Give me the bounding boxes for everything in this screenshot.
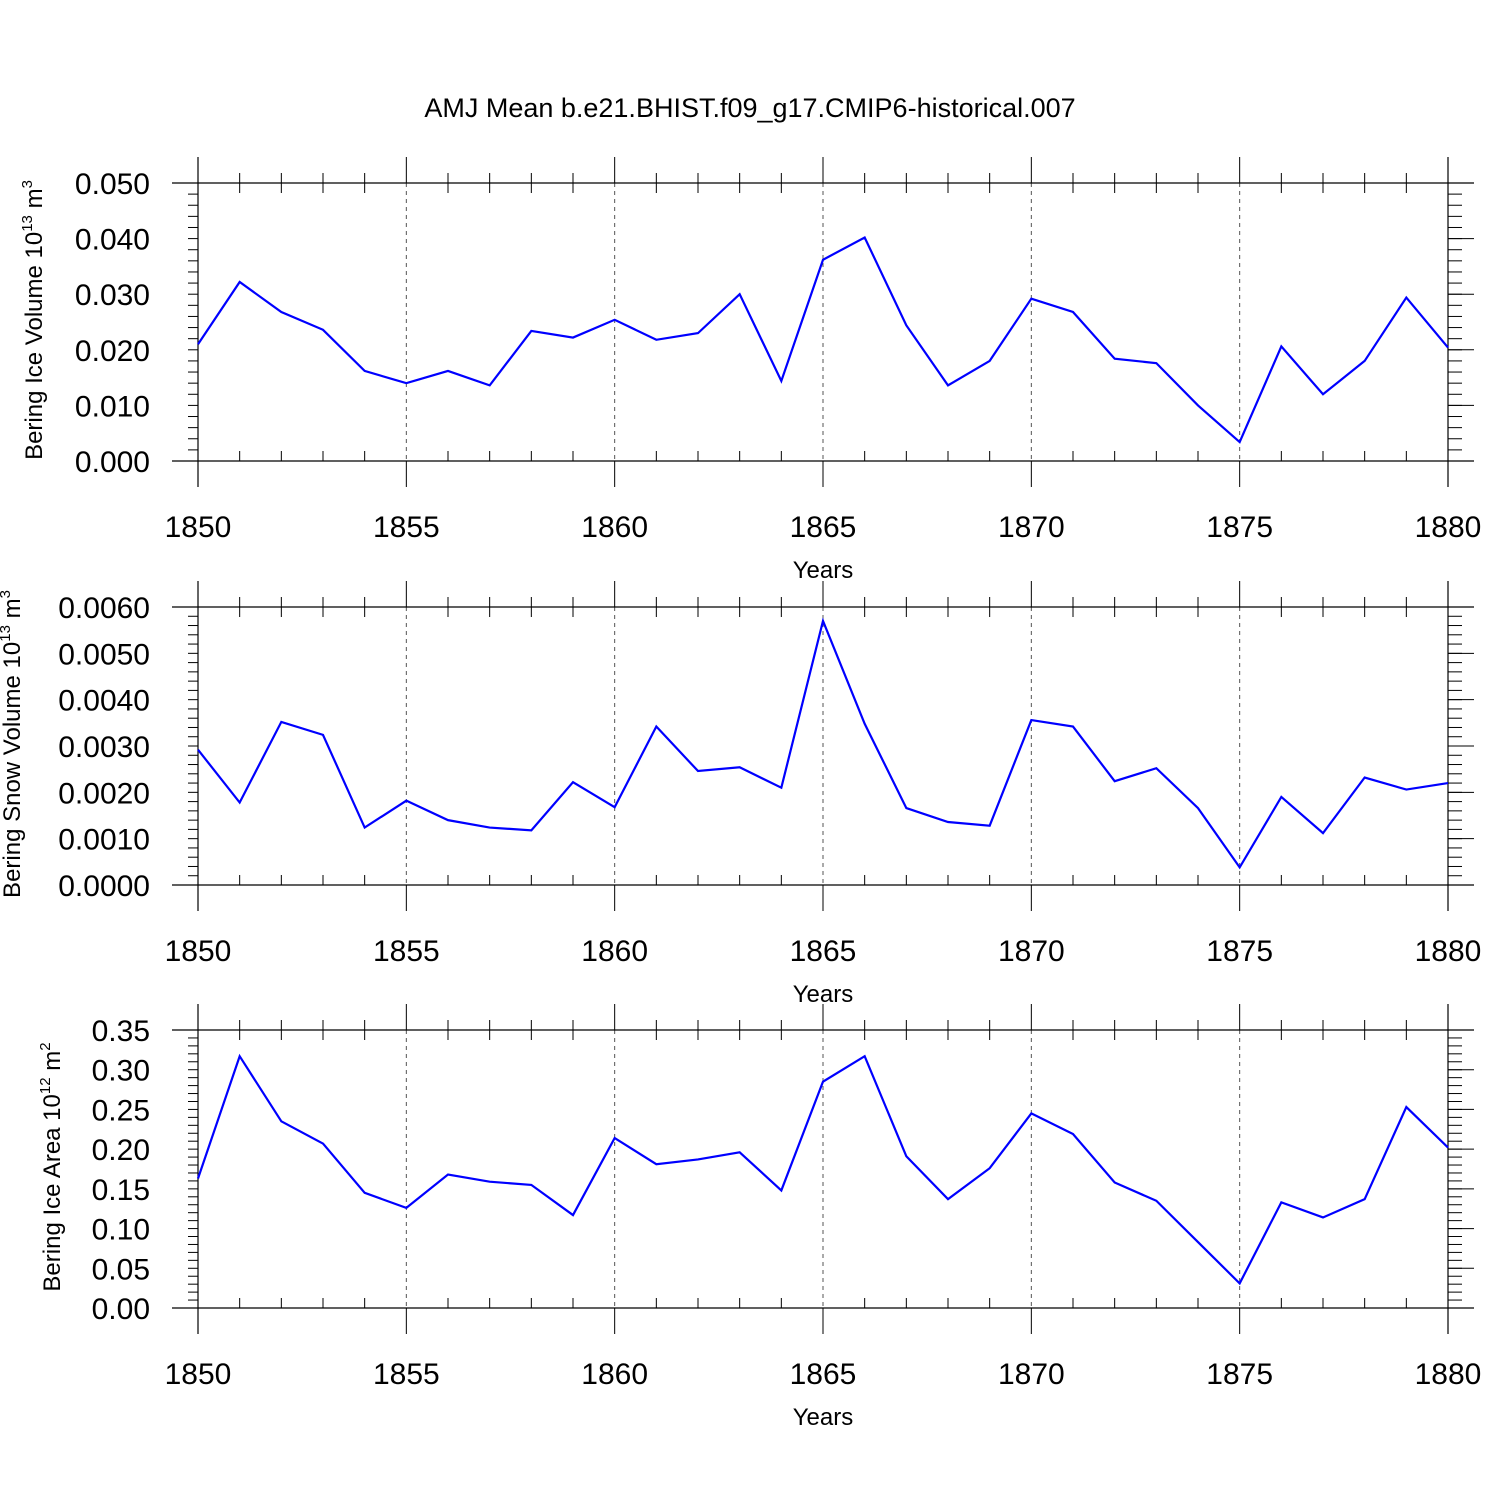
- y-axis-title: Bering Ice Area 1012 m2: [37, 1042, 66, 1291]
- x-tick-label: 1850: [165, 1358, 232, 1391]
- x-tick-label: 1860: [581, 935, 648, 968]
- x-tick-label: 1865: [790, 935, 857, 968]
- y-tick-label: 0.0010: [58, 824, 150, 857]
- x-tick-label: 1865: [790, 511, 857, 544]
- x-tick-label: 1860: [581, 1358, 648, 1391]
- y-axis-title-superscript: 13: [19, 215, 36, 232]
- x-tick-label: 1850: [165, 511, 232, 544]
- chart-panel-1: 0.000 0.010 0.020 0.030 0.040 0.050 1850 1855 18…: [19, 157, 1481, 584]
- y-tick-label: 0.0060: [58, 592, 150, 625]
- y-axis-title-superscript: 2: [37, 1042, 54, 1050]
- chart-panel-2: 0.0000 0.0010 0.0020 0.0030 0.0040 0.0050 0.00…: [0, 581, 1481, 1008]
- figure-title: AMJ Mean b.e21.BHIST.f09_g17.CMIP6-histo…: [424, 93, 1075, 123]
- chart-panels: 0.000 0.010 0.020 0.030 0.040 0.050 1850 1855 18…: [0, 157, 1481, 1431]
- x-tick-label: 1870: [998, 1358, 1065, 1391]
- y-tick-label: 0.00: [92, 1293, 150, 1326]
- y-axis-title-text: m: [21, 188, 48, 215]
- x-tick-label: 1880: [1415, 511, 1482, 544]
- y-axis-title-superscript: 3: [0, 590, 14, 598]
- x-tick-label: 1880: [1415, 1358, 1482, 1391]
- x-tick-label: 1870: [998, 511, 1065, 544]
- series-line-bering-ice-area: [196, 1053, 1449, 1286]
- series-line-bering-snow-volume: [197, 617, 1449, 870]
- y-axis-title-superscript: 13: [0, 625, 14, 642]
- y-tick-label: 0.020: [75, 335, 150, 368]
- y-tick-label: 0.10: [92, 1214, 150, 1247]
- y-axis-title-superscript: 12: [37, 1077, 54, 1094]
- x-axis-title: Years: [793, 1404, 854, 1431]
- y-tick-label: 0.05: [92, 1253, 150, 1286]
- chart-panel-3: 0.00 0.05 0.10 0.15 0.20 0.25 0.30 0.35 1850 1855…: [37, 1004, 1481, 1431]
- y-axis-title-text: Bering Snow Volume 10: [0, 642, 26, 898]
- y-tick-label: 0.25: [92, 1094, 150, 1127]
- x-tick-label: 1855: [373, 935, 440, 968]
- x-tick-label: 1875: [1206, 935, 1273, 968]
- y-tick-label: 0.20: [92, 1134, 150, 1167]
- y-tick-label: 0.0050: [58, 638, 150, 671]
- y-tick-label: 0.000: [75, 446, 150, 479]
- x-tick-label: 1850: [165, 935, 232, 968]
- x-tick-label: 1875: [1206, 1358, 1273, 1391]
- y-axis-title-text: m: [39, 1051, 66, 1078]
- x-tick-label: 1855: [373, 1358, 440, 1391]
- x-axis-title: Years: [793, 981, 854, 1008]
- x-axis-title: Years: [793, 557, 854, 584]
- x-tick-label: 1860: [581, 511, 648, 544]
- series-line-bering-ice-volume: [197, 235, 1449, 444]
- x-tick-label: 1870: [998, 935, 1065, 968]
- y-tick-label: 0.050: [75, 168, 150, 201]
- y-tick-label: 0.15: [92, 1174, 150, 1207]
- y-tick-label: 0.0000: [58, 870, 150, 903]
- y-axis-title-superscript: 3: [19, 180, 36, 188]
- y-axis-title-text: m: [0, 598, 26, 625]
- x-tick-label: 1855: [373, 511, 440, 544]
- y-tick-label: 0.0030: [58, 731, 150, 764]
- y-tick-label: 0.30: [92, 1055, 150, 1088]
- y-tick-label: 0.0040: [58, 685, 150, 718]
- x-tick-label: 1875: [1206, 511, 1273, 544]
- x-tick-label: 1880: [1415, 935, 1482, 968]
- x-tick-label: 1865: [790, 1358, 857, 1391]
- y-tick-label: 0.040: [75, 224, 150, 257]
- y-axis-title: Bering Snow Volume 1013 m3: [0, 590, 26, 898]
- y-tick-label: 0.010: [75, 390, 150, 423]
- y-axis-title-text: Bering Ice Area 10: [39, 1094, 66, 1291]
- y-axis-title-text: Bering Ice Volume 10: [21, 232, 48, 460]
- y-axis-title: Bering Ice Volume 1013 m3: [19, 180, 48, 460]
- y-tick-label: 0.030: [75, 279, 150, 312]
- y-tick-label: 0.0020: [58, 777, 150, 810]
- y-tick-label: 0.35: [92, 1015, 150, 1048]
